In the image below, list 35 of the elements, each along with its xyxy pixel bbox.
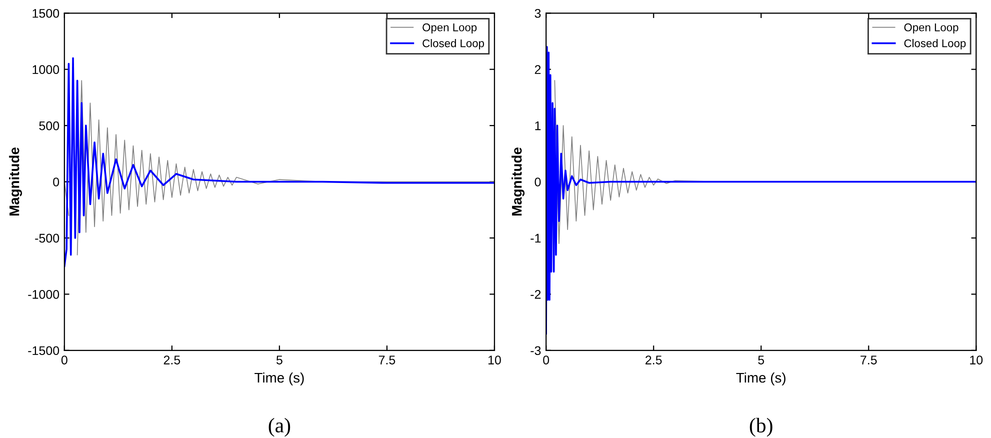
x-tick-label: 2.5 — [646, 356, 662, 364]
x-tick-label: 10 — [488, 356, 501, 364]
y-tick-label: 2 — [534, 65, 541, 74]
x-tick-label: 2.5 — [164, 356, 180, 364]
x-axis-title: Time (s) — [736, 372, 786, 386]
y-axis-title: Magnitude — [512, 148, 525, 216]
y-tick-label: 3 — [534, 8, 541, 18]
y-tick-label: 1 — [535, 121, 541, 130]
x-tick-label: 7.5 — [378, 356, 396, 364]
x-tick-label: 5 — [758, 356, 764, 364]
y-tick-label: -1000 — [28, 290, 60, 299]
y-tick-label: 1500 — [32, 8, 60, 18]
y-tick-label: 500 — [39, 121, 60, 130]
legend-label: Closed Loop — [904, 39, 966, 50]
legend-label: Open Loop — [422, 23, 477, 34]
legend-label: Closed Loop — [422, 39, 484, 50]
y-tick-label: -1500 — [28, 346, 60, 356]
x-tick-label: 10 — [970, 356, 983, 364]
x-tick-label: 7.5 — [860, 356, 877, 364]
y-tick-label: -2 — [530, 290, 541, 299]
line-series — [64, 57, 494, 267]
y-tick-label: -1 — [530, 234, 541, 243]
legend-label: Open Loop — [904, 23, 958, 34]
y-tick-label: -500 — [35, 234, 60, 243]
y-tick-label: 0 — [534, 178, 541, 186]
x-tick-label: 0 — [61, 356, 68, 364]
y-tick-label: 1000 — [32, 65, 60, 74]
text: (a) — [268, 418, 290, 437]
x-tick-label: 0 — [543, 356, 550, 364]
y-tick-label: 0 — [53, 178, 60, 186]
y-tick-label: -3 — [530, 346, 541, 356]
y-axis-title: Magnitude — [9, 148, 22, 216]
x-axis-title: Time (s) — [254, 372, 304, 386]
x-tick-label: 5 — [276, 356, 282, 364]
text: (b) — [750, 418, 772, 437]
